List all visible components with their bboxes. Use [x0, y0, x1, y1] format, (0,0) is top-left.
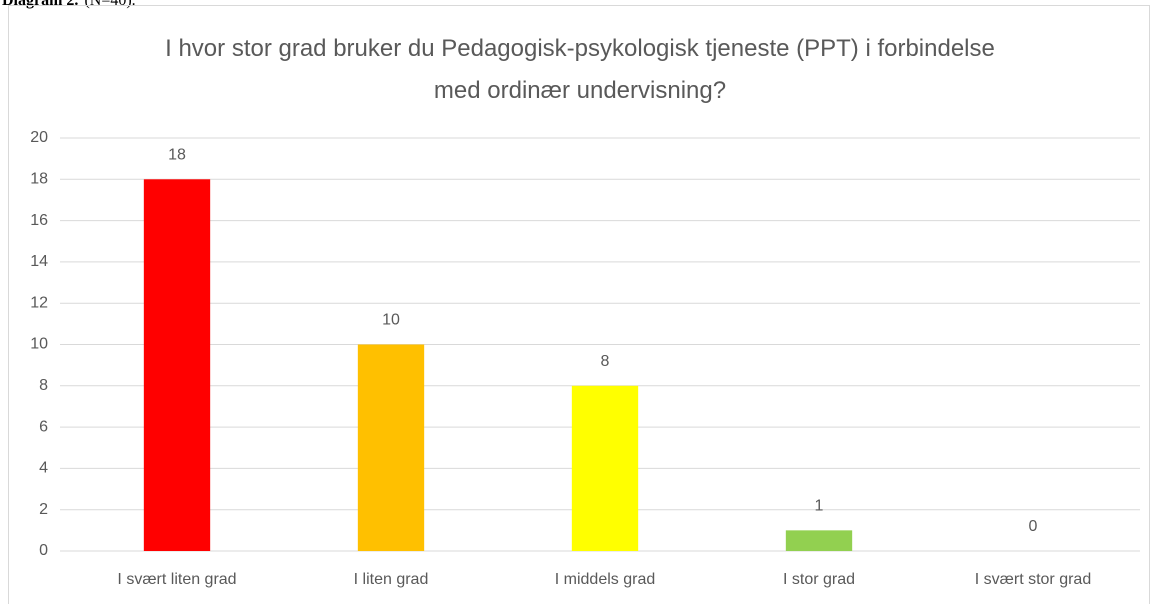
y-tick-label: 10 — [30, 336, 48, 353]
y-tick-label: 16 — [30, 212, 48, 229]
data-label: 8 — [601, 353, 610, 370]
x-tick-label: I stor grad — [783, 571, 855, 588]
data-label: 1 — [815, 498, 824, 515]
bar — [785, 530, 853, 551]
x-tick-label: I middels grad — [555, 571, 656, 588]
y-tick-label: 6 — [39, 418, 48, 435]
data-label: 18 — [168, 147, 186, 164]
chart-frame — [8, 5, 1150, 604]
y-tick-label: 20 — [30, 129, 48, 146]
x-tick-label: I svært liten grad — [117, 571, 236, 588]
y-tick-label: 18 — [30, 171, 48, 188]
x-tick-label: I svært stor grad — [975, 571, 1091, 588]
y-tick-label: 14 — [30, 253, 48, 270]
y-tick-label: 4 — [39, 460, 48, 477]
data-label: 0 — [1029, 518, 1038, 535]
caption-label: Diagram 2. — [2, 0, 79, 9]
bar — [357, 344, 425, 551]
bar — [571, 385, 639, 551]
y-tick-label: 0 — [39, 542, 48, 559]
y-tick-label: 12 — [30, 294, 48, 311]
x-tick-label: I liten grad — [354, 571, 429, 588]
caption: Diagram 2. (N=40). — [2, 0, 136, 10]
data-label: 10 — [382, 312, 400, 329]
caption-note: (N=40). — [84, 0, 136, 9]
y-tick-label: 8 — [39, 377, 48, 394]
y-tick-label: 2 — [39, 501, 48, 518]
chart-title: I hvor stor grad bruker du Pedagogisk-ps… — [165, 35, 995, 104]
bar — [143, 179, 211, 552]
